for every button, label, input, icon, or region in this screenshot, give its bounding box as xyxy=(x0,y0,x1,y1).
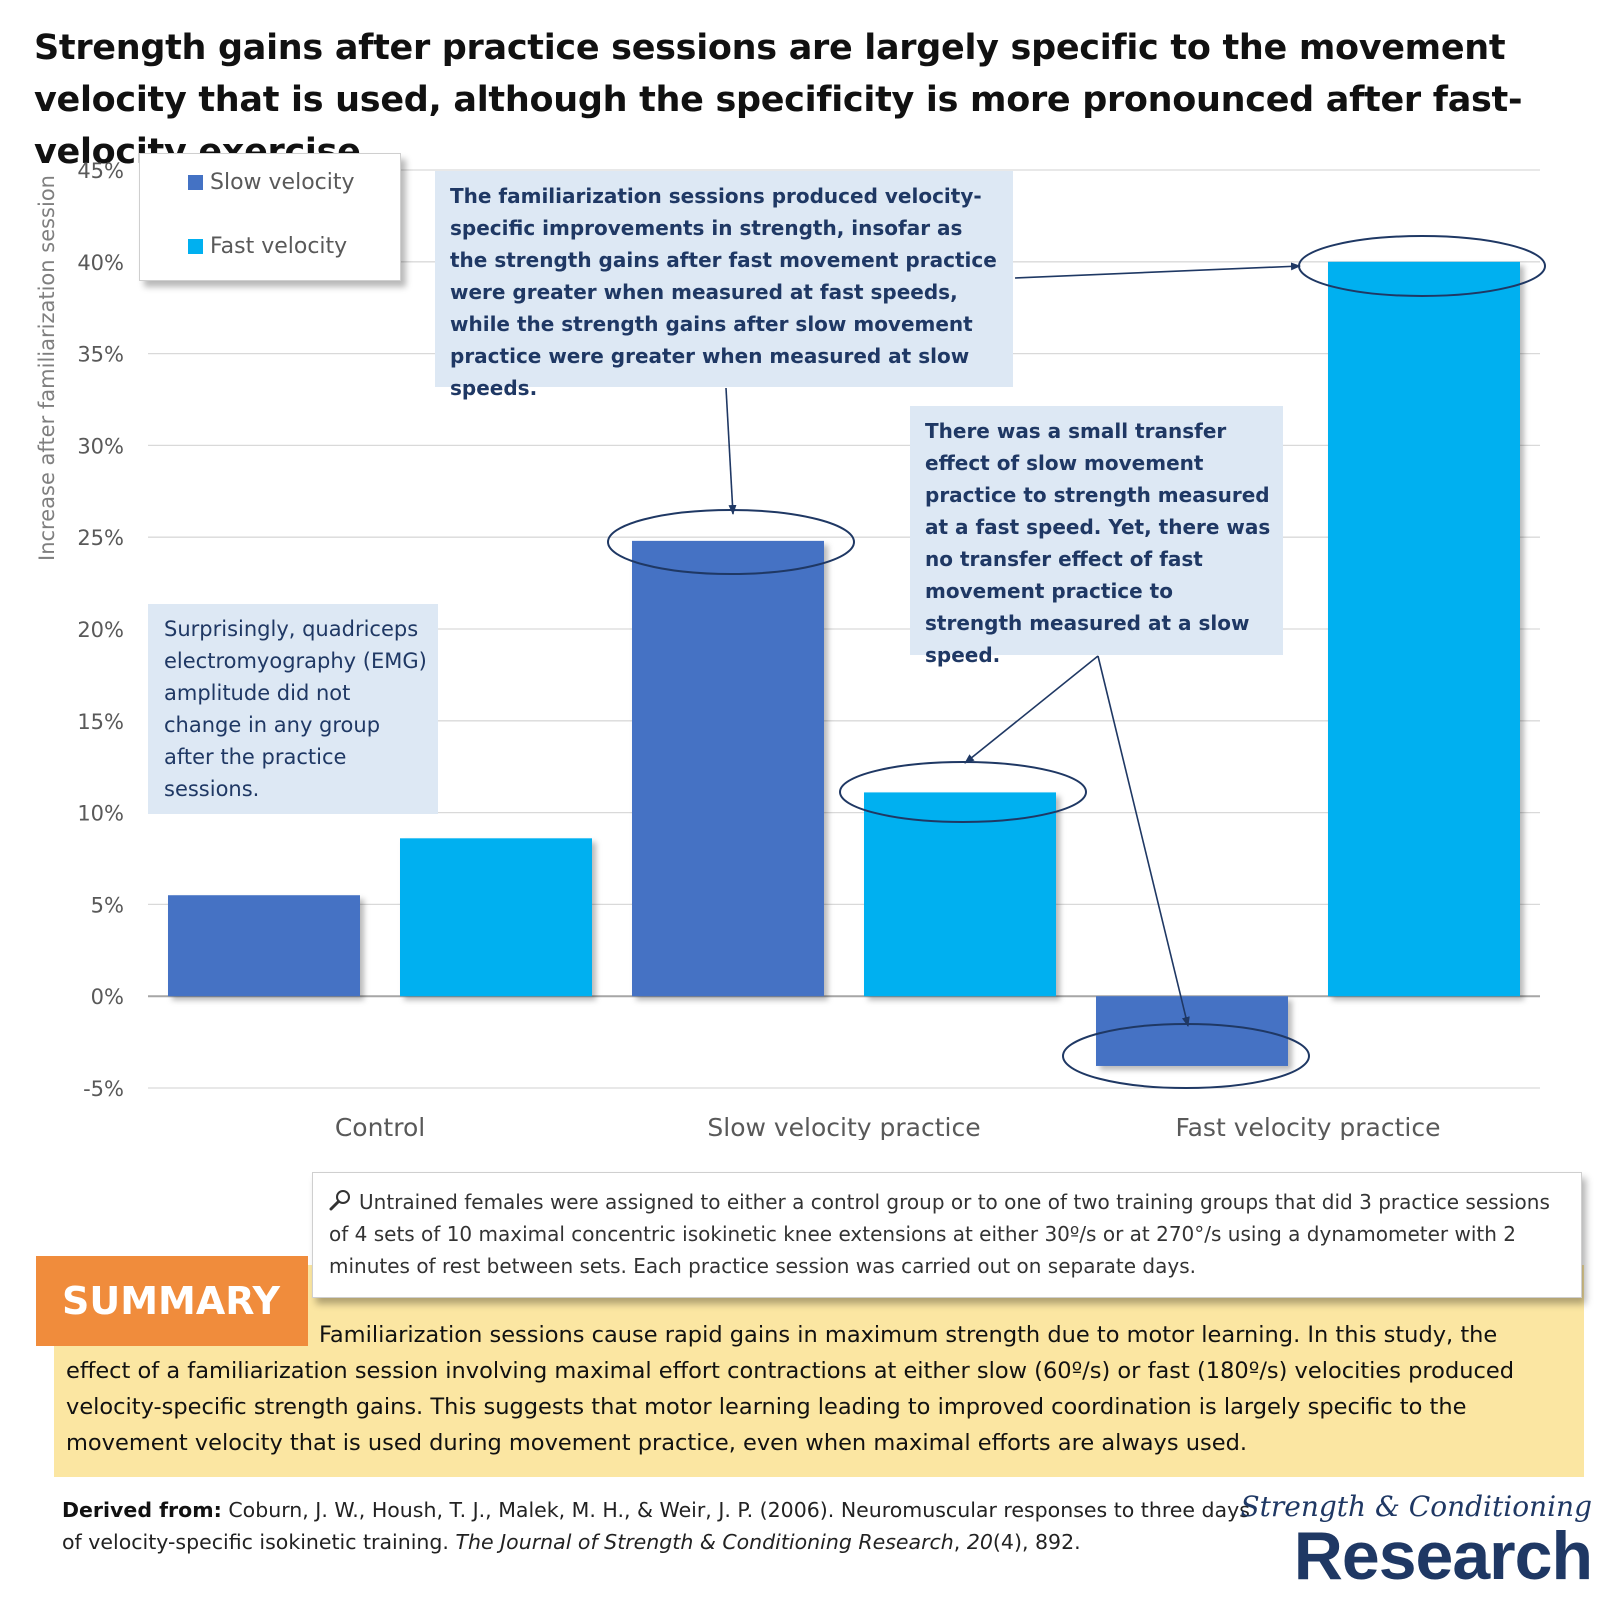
callout-transfer-effect: There was a small transfer effect of slo… xyxy=(910,406,1283,667)
y-tick-label: 0% xyxy=(91,985,124,1009)
y-tick-label: 20% xyxy=(77,618,124,642)
citation-issue-pages: (4), 892. xyxy=(992,1530,1081,1554)
citation-volume: 20 xyxy=(966,1530,993,1554)
legend-item-slow-velocity: Slow velocity xyxy=(188,170,355,195)
y-tick-label: 10% xyxy=(77,802,124,826)
x-tick-labels: Control Slow velocity practice Fast veloci… xyxy=(335,1113,1441,1140)
callout-familiarization: The familiarization sessions produced ve… xyxy=(435,171,1013,400)
y-tick-label: 30% xyxy=(77,434,124,458)
y-axis-label: Increase after familiarization session xyxy=(35,175,59,561)
y-tick-label: 35% xyxy=(77,343,124,367)
logo-script-text: Strength & Conditioning xyxy=(1240,1490,1592,1523)
legend-item-fast-velocity: Fast velocity xyxy=(188,234,347,259)
brand-logo: Strength & Conditioning Research xyxy=(1240,1490,1593,1596)
x-tick-label: Control xyxy=(335,1113,425,1140)
y-tick-label: 5% xyxy=(91,893,124,917)
arrow-to-slow-practice-fast xyxy=(964,655,1099,764)
bars xyxy=(168,261,1520,1066)
y-tick-labels: 45% 40% 35% 30% 25% 20% 15% 10% 5% 0% -5% xyxy=(77,159,124,1101)
summary-text: Familiarization sessions cause rapid gai… xyxy=(66,1322,1514,1456)
x-tick-label: Slow velocity practice xyxy=(707,1113,980,1140)
magnifier-icon xyxy=(329,1190,350,1211)
citation-journal: The Journal of Strength & Conditioning R… xyxy=(455,1530,954,1554)
y-tick-label: 45% xyxy=(77,159,124,183)
summary-box: Familiarization sessions cause rapid gai… xyxy=(54,1265,1584,1477)
y-tick-label: 25% xyxy=(77,526,124,550)
summary-label: SUMMARY xyxy=(36,1256,308,1346)
citation-prefix: Derived from: xyxy=(62,1498,222,1522)
legend-label-slow: Slow velocity xyxy=(210,170,355,195)
page-title: Strength gains after practice sessions a… xyxy=(34,28,1523,172)
legend-label-fast: Fast velocity xyxy=(210,234,348,259)
bar-slow-2 xyxy=(1096,996,1288,1066)
bar-slow-0 xyxy=(168,895,360,997)
bar-fast-1 xyxy=(864,792,1056,997)
y-tick-label: -5% xyxy=(83,1077,124,1101)
legend-swatch-fast xyxy=(188,239,203,254)
bar-chart: 45% 40% 35% 30% 25% 20% 15% 10% 5% 0% -5% Increase… xyxy=(35,159,1546,1140)
bar-slow-1 xyxy=(632,540,824,997)
arrow-to-fast-practice-fast xyxy=(1014,262,1301,279)
bar-fast-0 xyxy=(400,838,592,997)
arrow-to-fast-practice-slow xyxy=(1097,655,1190,1027)
logo-wordmark: Research xyxy=(1293,1518,1593,1594)
arrow-to-slow-practice-slow xyxy=(725,387,737,515)
method-text: Untrained females were assigned to eithe… xyxy=(329,1190,1550,1278)
annotations xyxy=(607,235,1546,1089)
method-box: Untrained females were assigned to eithe… xyxy=(312,1172,1582,1298)
citation: Derived from: Coburn, J. W., Housh, T. J… xyxy=(62,1498,1250,1554)
callout-emg: Surprisingly, quadriceps electromyograph… xyxy=(148,604,438,814)
x-tick-label: Fast velocity practice xyxy=(1176,1113,1441,1140)
citation-authors: Coburn, J. W., Housh, T. J., Malek, M. H… xyxy=(62,1498,1250,1554)
y-tick-label: 15% xyxy=(77,710,124,734)
legend-swatch-slow xyxy=(188,175,203,190)
chart-legend: Slow velocity Fast velocity xyxy=(139,153,401,281)
highlight-ellipse-slow-practice-fast xyxy=(839,761,1087,823)
bar-fast-2 xyxy=(1328,261,1520,997)
y-tick-label: 40% xyxy=(77,251,124,275)
